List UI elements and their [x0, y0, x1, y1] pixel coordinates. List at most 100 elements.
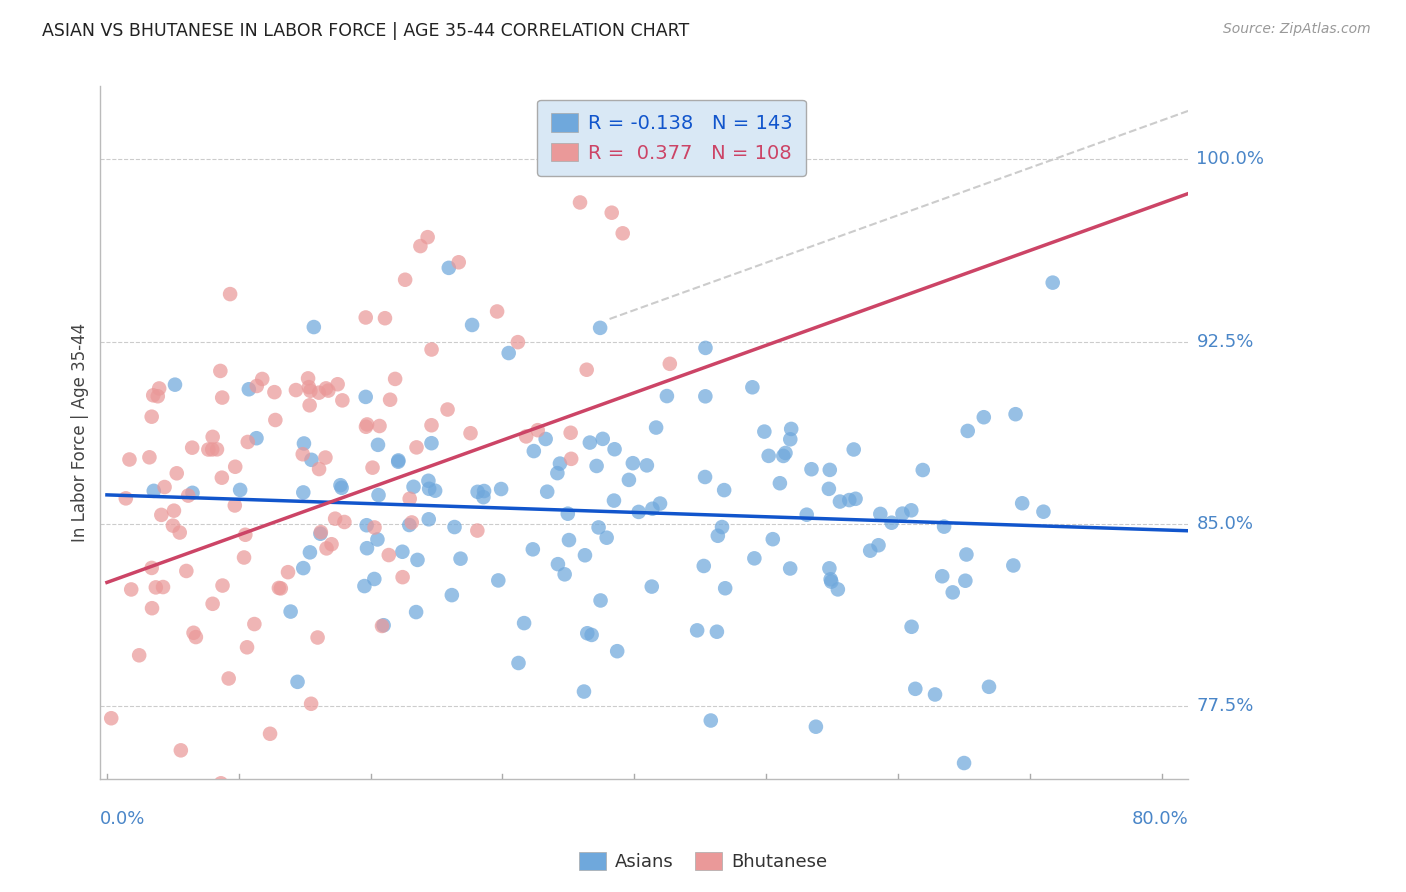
Point [534, 432, 557, 446]
Point [461, 318, 484, 332]
Point [246, 379, 269, 393]
Point [356, 417, 378, 432]
Point [229, 483, 252, 497]
Point [827, 582, 849, 597]
Point [526, 423, 548, 437]
Point [141, 409, 163, 424]
Point [868, 538, 890, 552]
Point [163, 377, 186, 392]
Point [409, 239, 432, 253]
Point [308, 385, 330, 400]
Point [153, 480, 176, 494]
Point [201, 430, 224, 444]
Point [780, 422, 803, 436]
Point [118, 452, 141, 467]
Point [297, 371, 319, 385]
Point [138, 450, 160, 465]
Point [163, 504, 186, 518]
Point [695, 389, 717, 403]
Point [326, 377, 349, 392]
Point [398, 491, 420, 506]
Point [436, 402, 458, 417]
Point [224, 459, 246, 474]
Point [405, 605, 427, 619]
Point [754, 425, 776, 439]
Point [264, 413, 287, 427]
Point [298, 398, 321, 412]
Point [769, 476, 792, 491]
Point [498, 346, 520, 360]
Point [128, 648, 150, 663]
Point [356, 541, 378, 556]
Point [942, 585, 965, 599]
Point [387, 453, 409, 467]
Point [693, 470, 716, 484]
Point [513, 616, 536, 631]
Point [693, 558, 716, 573]
Text: ASIAN VS BHUTANESE IN LABOR FORCE | AGE 35-44 CORRELATION CHART: ASIAN VS BHUTANESE IN LABOR FORCE | AGE … [42, 22, 689, 40]
Point [209, 776, 232, 790]
Point [800, 462, 823, 476]
Point [150, 508, 173, 522]
Point [700, 714, 723, 728]
Point [1004, 407, 1026, 421]
Point [955, 548, 977, 562]
Point [142, 483, 165, 498]
Point [209, 364, 232, 378]
Point [141, 561, 163, 575]
Point [548, 457, 571, 471]
Point [236, 640, 259, 655]
Point [779, 432, 801, 446]
Point [953, 756, 976, 770]
Point [142, 388, 165, 402]
Point [291, 447, 314, 461]
Point [418, 512, 440, 526]
Point [686, 624, 709, 638]
Point [911, 463, 934, 477]
Point [183, 625, 205, 640]
Point [932, 519, 955, 533]
Point [437, 260, 460, 275]
Point [333, 515, 356, 529]
Point [515, 429, 537, 443]
Point [307, 631, 329, 645]
Point [695, 341, 717, 355]
Point [146, 389, 169, 403]
Point [845, 491, 868, 506]
Point [820, 574, 842, 589]
Point [579, 435, 602, 450]
Point [371, 619, 394, 633]
Point [711, 520, 734, 534]
Point [418, 474, 440, 488]
Point [361, 460, 384, 475]
Point [416, 230, 439, 244]
Text: 100.0%: 100.0% [1197, 151, 1264, 169]
Point [233, 528, 256, 542]
Point [280, 605, 302, 619]
Point [201, 597, 224, 611]
Point [1011, 496, 1033, 510]
Point [617, 473, 640, 487]
Point [184, 630, 207, 644]
Point [600, 205, 623, 219]
Point [374, 311, 396, 326]
Point [245, 431, 267, 445]
Point [489, 482, 512, 496]
Point [148, 381, 170, 395]
Point [299, 384, 322, 398]
Point [641, 580, 664, 594]
Point [575, 362, 598, 376]
Point [323, 511, 346, 525]
Point [330, 481, 353, 495]
Point [405, 441, 427, 455]
Point [842, 442, 865, 457]
Point [356, 518, 378, 533]
Point [706, 624, 728, 639]
Point [211, 391, 233, 405]
Point [658, 357, 681, 371]
Point [904, 681, 927, 696]
Point [443, 520, 465, 534]
Point [973, 410, 995, 425]
Point [219, 287, 242, 301]
Point [460, 426, 482, 441]
